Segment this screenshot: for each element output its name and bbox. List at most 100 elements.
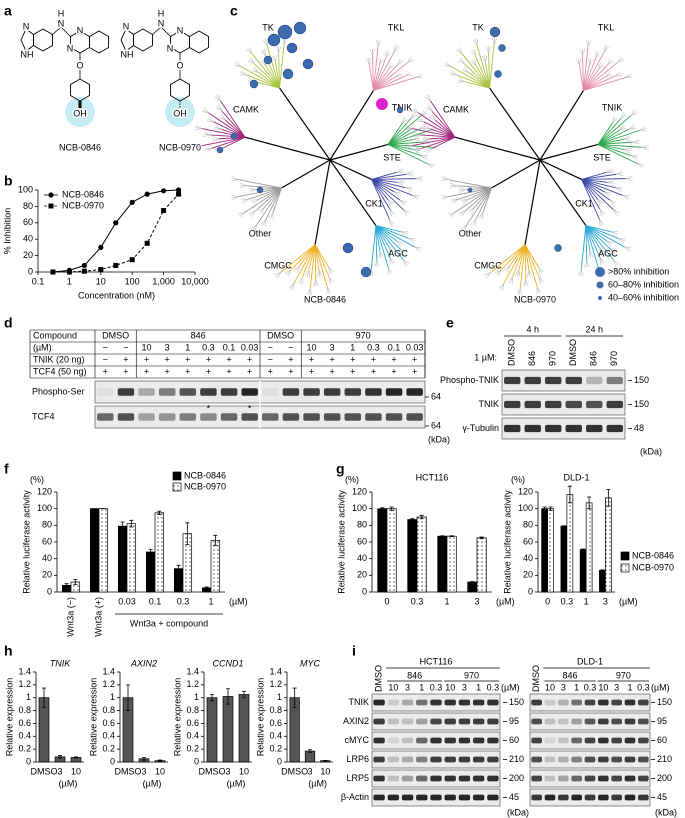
tree-twig (407, 57, 414, 63)
tree-twig (413, 139, 421, 141)
tree-twig (609, 199, 615, 207)
panel-label: c (230, 3, 238, 19)
tree-twig (376, 260, 380, 268)
tree-twig (368, 57, 370, 65)
bar (210, 539, 221, 593)
conc-unit: (µM) (651, 682, 670, 692)
row-header: TCF4 (50 ng) (33, 366, 87, 376)
tree-twig (485, 46, 489, 54)
tree-branch (375, 225, 415, 248)
tree-twig (394, 191, 402, 194)
tree-branch (387, 115, 422, 145)
tree-twig (497, 269, 502, 277)
tree-twig (318, 270, 323, 277)
tree-branch (387, 117, 412, 145)
tree-twig (629, 128, 637, 130)
compound-name: NCB-0970 (159, 142, 201, 152)
tree-twig (457, 79, 465, 82)
size-marker: 200 (657, 773, 672, 783)
lane-label: 10 (307, 342, 317, 352)
tree-twig (400, 249, 405, 257)
tree-twig (587, 39, 589, 47)
tree-branch (373, 69, 389, 91)
tree-twig (599, 247, 601, 255)
blot-band (303, 388, 320, 396)
tree-twig (423, 126, 431, 130)
x-unit: (µM) (59, 778, 78, 788)
size-marker: 150 (634, 399, 649, 409)
tree-branch (373, 75, 406, 91)
tree-twig (606, 240, 611, 247)
tree-branch (581, 179, 616, 189)
lane-label: − (288, 342, 293, 352)
tree-branch (371, 179, 401, 201)
tree-branch (314, 244, 317, 280)
tree-twig (599, 209, 606, 214)
tree-twig (405, 187, 413, 190)
blot-band (138, 388, 155, 396)
blot-background (501, 393, 626, 416)
tree-twig (441, 196, 449, 199)
tree-twig (514, 269, 520, 276)
blot-band (373, 794, 385, 801)
tree-twig (213, 126, 221, 130)
blot-band (584, 775, 596, 782)
blot-band (430, 718, 442, 725)
tree-twig (255, 224, 258, 232)
kinase-group-label: CAMK (233, 104, 259, 114)
tree-branch (248, 187, 282, 200)
tree-twig (317, 270, 320, 278)
x-tick-label: DMSO (199, 766, 226, 776)
conc-unit: (µM) (501, 682, 520, 692)
tree-twig (495, 269, 502, 276)
tree-branch (581, 178, 626, 180)
tree-twig (516, 288, 521, 295)
inhibition-circle (360, 266, 372, 278)
tree-twig (208, 116, 214, 122)
highlight-label: TNIK (392, 102, 413, 112)
tree-twig (385, 51, 389, 58)
inhibition-circle (467, 187, 473, 193)
tree-twig (494, 269, 502, 274)
y-axis-label: Relative luciferase activity (21, 490, 31, 594)
y-tick-label: 100 (352, 503, 367, 513)
blot-band (406, 388, 423, 396)
y-tick-label: 0.4 (102, 731, 115, 741)
blot-band (373, 699, 385, 706)
tree-twig (415, 178, 423, 182)
tree-twig (538, 266, 543, 274)
tree-twig (613, 209, 619, 215)
tree-twig (247, 47, 253, 54)
chart-title: DLD-1 (563, 472, 589, 482)
tree-twig (405, 72, 412, 77)
bond (60, 26, 71, 37)
tree-twig (293, 265, 300, 270)
y-tick-label: 0 (528, 586, 533, 596)
legend-marker (48, 203, 54, 209)
atom-label: NH (21, 49, 34, 59)
tree-twig (241, 70, 248, 76)
tree-twig (452, 199, 459, 204)
legend-label: NCB-0846 (184, 470, 226, 480)
tree-twig (400, 249, 407, 255)
unit-label: (%) (345, 474, 359, 484)
tree-twig (472, 59, 477, 66)
blot-band (545, 376, 562, 385)
y-tick-label: 120 (37, 486, 52, 496)
tree-twig (399, 199, 406, 205)
blot-band (531, 794, 542, 801)
panel-label: e (446, 315, 454, 331)
tree-branch (371, 173, 407, 180)
tree-twig (260, 50, 266, 57)
tree-branch (500, 244, 526, 271)
tree-twig (625, 178, 633, 182)
tree-twig (397, 59, 403, 66)
inhibition-circle (554, 244, 562, 252)
lane-label: 3 (330, 342, 335, 352)
tree-twig (431, 113, 436, 121)
tree-twig (458, 77, 465, 82)
tree-twig (215, 107, 222, 112)
error-bar (64, 583, 69, 588)
chart-title: CCND1 (212, 658, 243, 668)
tree-twig (630, 110, 637, 116)
